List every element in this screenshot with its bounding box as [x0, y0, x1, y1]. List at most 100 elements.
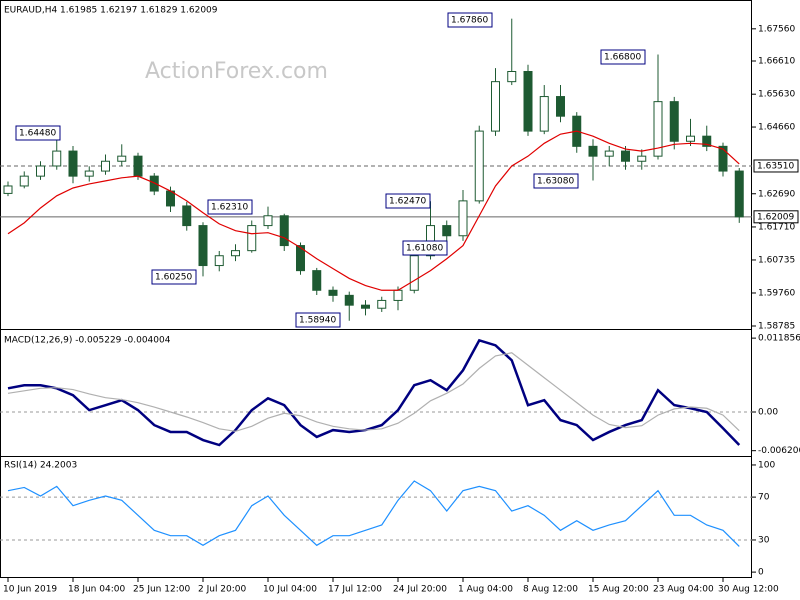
candle-body — [604, 150, 614, 157]
candle-body — [653, 101, 663, 157]
candle-body — [539, 96, 549, 132]
annotation: 1.62310 — [211, 203, 248, 213]
candle-body — [84, 170, 94, 177]
y-tick-label: 1.60735 — [758, 255, 795, 265]
candle-body — [133, 155, 143, 177]
y-tick-label: 1.59760 — [758, 288, 795, 298]
y-tick-label: 1.65630 — [758, 90, 795, 100]
y-tick-label: 1.66610 — [758, 56, 795, 66]
x-tick-label: 23 Aug 04:00 — [653, 585, 714, 595]
x-tick-label: 10 Jul 04:00 — [263, 585, 317, 595]
candle-body — [621, 150, 630, 162]
x-tick-label: 10 Jun 2019 — [3, 585, 57, 595]
annotation-box — [600, 49, 646, 65]
candle-body — [669, 101, 679, 142]
annotation: 1.63080 — [537, 177, 574, 187]
candle-body — [588, 145, 598, 157]
candle-body — [52, 150, 62, 167]
candle-body — [247, 225, 257, 252]
y-tick-label: 100 — [758, 460, 775, 470]
annotation: 1.62470 — [389, 197, 426, 207]
annotation-box — [151, 269, 197, 285]
candle-body — [474, 130, 484, 202]
annotation-box — [15, 125, 61, 141]
candle-body — [442, 225, 452, 237]
annotation: 1.64480 — [19, 129, 56, 139]
rsi-title: RSI(14) 24.2003 — [4, 461, 77, 471]
series-line — [7, 352, 740, 432]
annotation-box — [533, 173, 579, 189]
candle-body — [36, 165, 45, 177]
x-tick-label: 15 Aug 20:00 — [588, 585, 649, 595]
price-label-box — [753, 210, 799, 224]
candle-body — [214, 255, 224, 267]
annotation-box — [402, 240, 448, 256]
y-tick-label: 1.58785 — [758, 322, 795, 332]
candle-body — [279, 215, 289, 247]
candle-body — [263, 215, 273, 227]
candle-body — [68, 150, 78, 177]
annotation: 1.60250 — [155, 273, 192, 283]
watermark: ActionForex.com — [145, 59, 328, 84]
candle-body — [19, 175, 29, 187]
annotation: 1.61080 — [406, 244, 443, 254]
candle-body — [361, 304, 370, 309]
candle-body — [101, 160, 110, 172]
candle-body — [556, 96, 565, 117]
candle-body — [377, 299, 387, 309]
x-tick-label: 18 Jun 04:00 — [68, 585, 125, 595]
candle-body — [491, 81, 500, 132]
candle-body — [637, 155, 647, 162]
annotation-box — [295, 312, 341, 328]
candle-body — [409, 255, 419, 291]
series-line — [7, 130, 740, 291]
y-tick-label: 1.62690 — [758, 189, 795, 199]
y-tick-label: 30 — [758, 535, 770, 545]
annotation-box — [385, 193, 431, 209]
annotation: 1.66800 — [604, 53, 641, 63]
macd-title: MACD(12,26,9) -0.005229 -0.004004 — [4, 336, 171, 346]
x-tick-label: 24 Jul 20:00 — [393, 585, 447, 595]
y-tick-label: 0.011856 — [758, 334, 800, 344]
candle-body — [507, 70, 517, 83]
series-line — [7, 338, 741, 447]
candle-body — [312, 270, 322, 291]
y-tick-label: 0 — [758, 568, 764, 578]
candle-body — [718, 145, 728, 172]
candle-body — [149, 175, 159, 192]
candle-body — [344, 294, 354, 306]
candle-body — [117, 155, 127, 162]
chart-title: EURAUD,H4 1.61985 1.62197 1.61829 1.6200… — [4, 6, 218, 16]
candle-body — [734, 170, 744, 218]
annotation-box — [447, 12, 493, 28]
candle-body — [182, 205, 192, 227]
candle-body — [198, 225, 208, 267]
candle-body — [231, 250, 240, 257]
y-tick-label: 1.67560 — [758, 24, 795, 34]
price-label: 1.62009 — [757, 212, 794, 222]
candle-body — [328, 289, 338, 296]
candle-body — [523, 70, 533, 132]
y-tick-label: 70 — [758, 493, 770, 503]
price-label-box — [753, 159, 799, 173]
y-tick-label: 1.61710 — [758, 222, 795, 232]
y-tick-label: 1.64660 — [758, 123, 795, 133]
candle-body — [702, 135, 712, 147]
y-tick-label: -0.006206 — [758, 446, 800, 456]
annotation: 1.67860 — [451, 16, 488, 26]
candle-body — [393, 289, 403, 301]
candle-body — [296, 245, 305, 272]
price-label: 1.63510 — [757, 161, 794, 171]
x-tick-label: 17 Jul 12:00 — [328, 585, 382, 595]
candle-body — [458, 200, 468, 237]
y-tick-label: 0.00 — [758, 408, 778, 418]
candle-body — [3, 185, 13, 194]
candle-body — [686, 135, 695, 142]
x-tick-label: 1 Aug 04:00 — [458, 585, 513, 595]
x-tick-label: 8 Aug 12:00 — [523, 585, 578, 595]
x-tick-label: 25 Jun 12:00 — [133, 585, 190, 595]
annotation-box — [207, 199, 253, 215]
annotation: 1.58940 — [299, 316, 336, 326]
x-tick-label: 30 Aug 12:00 — [718, 585, 779, 595]
